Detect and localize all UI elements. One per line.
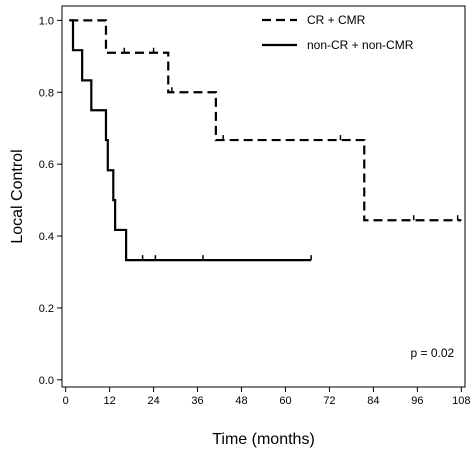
x-tick-label: 84 [367, 395, 379, 407]
y-tick-label: 0.0 [39, 375, 54, 387]
x-tick-label: 0 [63, 395, 69, 407]
p-value-annotation: p = 0.02 [411, 346, 455, 360]
series-non-cr-non-cmr [69, 19, 312, 262]
axes: 0 12 24 36 48 60 72 84 96 108 0.0 0.2 0.4 0.6 0.8 1.0 [39, 5, 471, 407]
series-cr-cmr [69, 19, 462, 222]
x-tick-label: 48 [235, 395, 247, 407]
y-axis-title: Local Control [9, 149, 26, 243]
plot-frame [61, 5, 466, 388]
x-tick-label: 72 [323, 395, 335, 407]
y-tick-label: 0.6 [39, 159, 54, 171]
y-tick-label: 0.2 [39, 303, 54, 315]
legend-label: non-CR + non-CMR [307, 38, 414, 52]
x-tick-label: 60 [279, 395, 291, 407]
y-tick-label: 0.4 [39, 231, 54, 243]
y-tick-label: 1.0 [39, 15, 54, 27]
km-curve [69, 19, 462, 222]
x-tick-label: 24 [147, 395, 159, 407]
x-tick-label: 12 [104, 395, 116, 407]
y-tick-label: 0.8 [39, 87, 54, 99]
x-axis-title: Time (months) [212, 431, 315, 448]
x-tick-label: 108 [452, 395, 470, 407]
legend: CR + CMR non-CR + non-CMR [262, 13, 414, 52]
legend-label: CR + CMR [307, 13, 366, 27]
x-tick-label: 96 [411, 395, 423, 407]
km-curve [69, 19, 312, 262]
series-layer [69, 19, 462, 262]
x-tick-label: 36 [191, 395, 203, 407]
